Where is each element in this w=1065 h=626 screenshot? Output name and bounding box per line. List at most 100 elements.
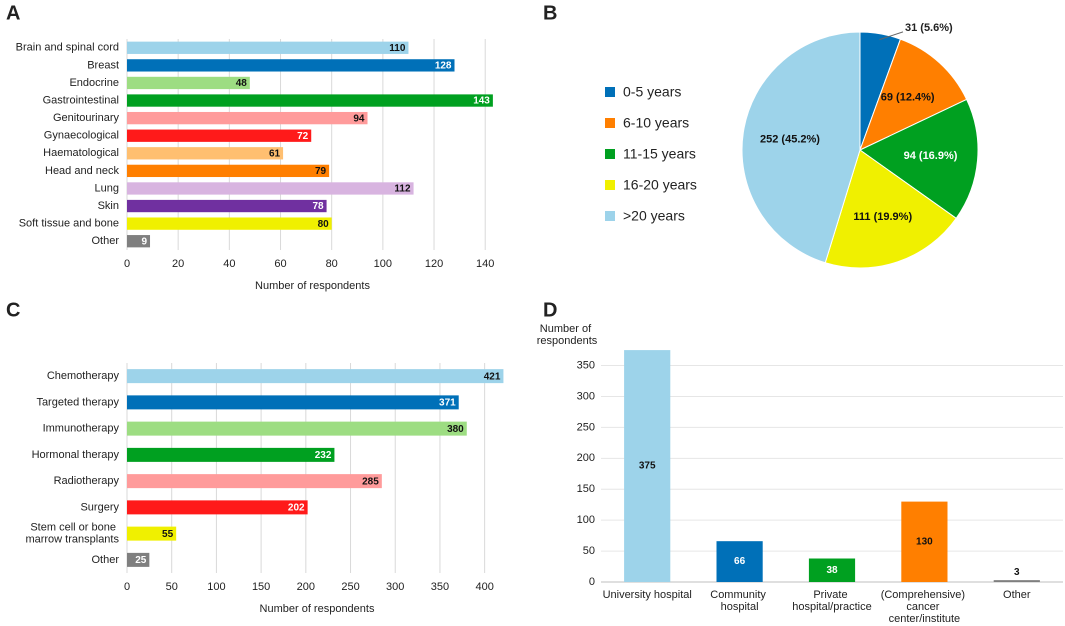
x-tick-label: 100 <box>207 581 225 593</box>
category-label: Hormonal therapy <box>32 449 120 461</box>
value-label: 128 <box>435 61 452 72</box>
y-tick-label: 300 <box>577 390 595 402</box>
value-label: 112 <box>394 184 411 195</box>
bar <box>127 94 493 107</box>
value-label: 55 <box>162 529 174 540</box>
value-label: 61 <box>269 148 281 159</box>
value-label: 375 <box>639 461 656 472</box>
bar <box>624 350 671 582</box>
value-label: 25 <box>135 555 147 566</box>
x-tick-label: 120 <box>425 258 443 270</box>
category-label: Genitourinary <box>53 112 120 124</box>
y-tick-label: 0 <box>589 576 595 588</box>
leader-line <box>879 31 904 41</box>
category-label: Surgery <box>80 501 119 513</box>
value-label: 285 <box>362 476 379 487</box>
bar <box>127 182 414 195</box>
x-tick-label: 0 <box>124 258 130 270</box>
category-label: (Comprehensive) cancer center/institute <box>881 589 968 625</box>
pie-slice <box>741 31 861 264</box>
pie-slice <box>824 149 957 269</box>
legend-swatch <box>605 87 615 97</box>
bar <box>127 76 250 90</box>
category-label: Targeted therapy <box>36 396 119 408</box>
bar <box>127 526 177 541</box>
category-label: Lung <box>95 182 119 194</box>
value-label: 252 (45.2%) <box>760 133 820 145</box>
legend-swatch <box>605 211 615 221</box>
value-label: 9 <box>141 236 147 247</box>
x-tick-label: 350 <box>431 581 449 593</box>
legend-label: 11-15 years <box>623 146 696 162</box>
y-tick-label: 250 <box>577 421 595 433</box>
value-label: 111 (19.9%) <box>853 211 912 223</box>
bar <box>127 235 151 248</box>
panel-letter: D <box>543 299 557 321</box>
value-label: 79 <box>315 166 327 177</box>
legend-label: 0-5 years <box>623 84 681 100</box>
x-tick-label: 50 <box>166 581 178 593</box>
x-tick-label: 80 <box>326 258 338 270</box>
value-label: 48 <box>236 78 248 89</box>
x-tick-label: 60 <box>274 258 286 270</box>
x-axis-label: Number of respondents <box>260 603 375 615</box>
value-label: 94 <box>353 113 365 124</box>
value-label: 69 (12.4%) <box>881 92 935 104</box>
panel-letter: A <box>6 2 20 24</box>
pie-slice <box>859 38 968 151</box>
category-label: Private hospital/practice <box>792 589 872 613</box>
value-label: 130 <box>916 536 933 547</box>
category-label: Skin <box>98 200 119 212</box>
value-label: 66 <box>734 556 746 567</box>
bar <box>993 580 1040 582</box>
bar <box>127 395 459 410</box>
bar <box>127 59 455 72</box>
bar <box>127 447 335 462</box>
category-label: Radiotherapy <box>54 475 120 487</box>
y-tick-label: 350 <box>577 359 595 371</box>
y-tick-label: 100 <box>577 514 595 526</box>
value-label: 78 <box>312 201 324 212</box>
legend-label: >20 years <box>623 208 685 224</box>
x-tick-label: 40 <box>223 258 235 270</box>
bar <box>127 164 330 178</box>
x-tick-label: 400 <box>475 581 493 593</box>
bar <box>127 217 332 230</box>
category-label: Haematological <box>43 147 119 159</box>
x-tick-label: 250 <box>341 581 359 593</box>
x-axis-label: Number of respondents <box>255 280 370 292</box>
bar <box>127 147 284 160</box>
value-label: 232 <box>315 450 332 461</box>
y-axis-label: Number of respondents <box>537 323 598 347</box>
bar <box>127 500 308 515</box>
legend-label: 16-20 years <box>623 177 697 193</box>
value-label: 143 <box>473 96 490 107</box>
x-tick-label: 300 <box>386 581 404 593</box>
value-label: 94 (16.9%) <box>904 150 958 162</box>
panel-letter: B <box>543 2 557 24</box>
category-label: Gynaecological <box>44 130 119 142</box>
category-label: Other <box>91 235 119 247</box>
category-label: Breast <box>87 59 119 71</box>
bar <box>127 129 312 142</box>
x-tick-label: 200 <box>297 581 315 593</box>
value-label: 72 <box>297 131 309 142</box>
value-label: 380 <box>447 424 464 435</box>
value-label: 31 (5.6%) <box>905 22 953 34</box>
category-label: Soft tissue and bone <box>19 218 119 230</box>
category-label: Immunotherapy <box>43 423 120 435</box>
category-label: Endocrine <box>69 77 119 89</box>
y-tick-label: 150 <box>577 483 595 495</box>
panel-letter: C <box>6 299 20 321</box>
legend-swatch <box>605 180 615 190</box>
legend-swatch <box>605 149 615 159</box>
bar <box>127 552 150 567</box>
category-label: Head and neck <box>45 165 119 177</box>
value-label: 38 <box>826 565 838 576</box>
category-label: Other <box>1003 589 1031 601</box>
x-tick-label: 150 <box>252 581 270 593</box>
x-tick-label: 0 <box>124 581 130 593</box>
x-tick-label: 100 <box>374 258 392 270</box>
bar <box>901 501 948 582</box>
